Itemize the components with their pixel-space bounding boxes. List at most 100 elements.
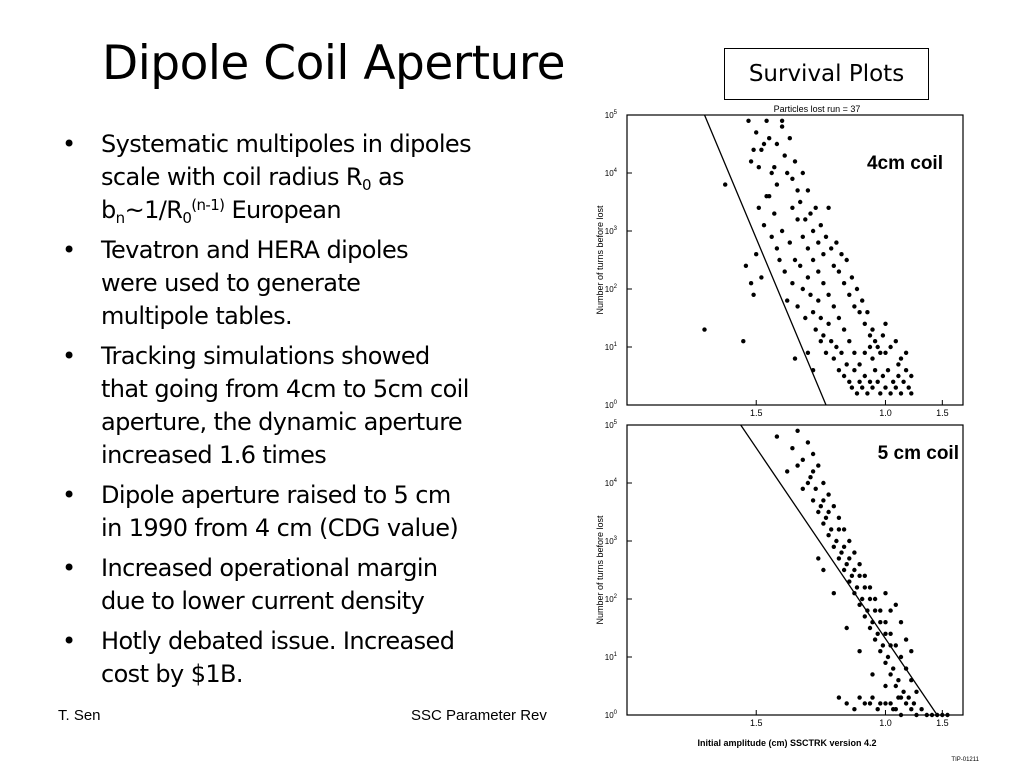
data-point (774, 141, 780, 147)
data-point (914, 689, 919, 694)
data-point (872, 608, 878, 613)
data-point (743, 263, 749, 268)
data-point (754, 252, 759, 257)
data-point (860, 298, 865, 303)
data-point (792, 356, 798, 361)
data-point (785, 469, 790, 474)
y-tick-label: 101 (605, 342, 618, 352)
data-point (782, 269, 787, 274)
data-point (805, 440, 811, 445)
data-point (852, 350, 857, 355)
data-point (893, 339, 898, 344)
data-point (854, 286, 860, 292)
data-point (844, 362, 849, 367)
data-point (847, 339, 852, 344)
data-point (883, 385, 888, 390)
data-point (803, 315, 808, 321)
x-tick-label: 1.5 (750, 718, 763, 728)
y-tick-label: 103 (605, 226, 618, 236)
data-point (898, 356, 904, 361)
bullet-text: that going from 4cm to 5cm coil (101, 375, 469, 403)
superscript: (n-1) (191, 196, 225, 214)
data-point (782, 153, 787, 158)
data-point (893, 385, 898, 390)
data-point (790, 446, 795, 451)
data-point (826, 292, 831, 297)
data-point (870, 385, 875, 390)
data-point (813, 205, 818, 210)
data-point (800, 234, 805, 239)
data-point (810, 310, 816, 315)
data-point (883, 631, 888, 636)
bullet-marker: • (62, 130, 76, 158)
data-point (870, 695, 875, 700)
data-point (816, 298, 821, 303)
data-point (821, 252, 826, 257)
data-point (880, 643, 886, 648)
data-point (847, 579, 852, 584)
data-point (795, 217, 800, 222)
data-point (857, 695, 862, 700)
data-point (898, 391, 904, 396)
data-point (831, 544, 836, 549)
bullet-marker: • (62, 481, 76, 509)
data-point (748, 281, 754, 286)
y-tick-label: 100 (605, 400, 618, 410)
data-point (839, 350, 844, 355)
bullet-text: cost by $1B. (101, 660, 244, 688)
data-point (849, 573, 855, 578)
x-tick-label: 1.5 (750, 408, 763, 418)
data-point (883, 350, 888, 355)
bullet-text: Increased operational margin (101, 554, 438, 582)
data-point (880, 333, 886, 338)
data-point (836, 515, 842, 520)
data-point (883, 620, 888, 625)
bullet-text: multipole tables. (101, 302, 293, 330)
data-point (872, 637, 878, 642)
data-point (945, 712, 950, 718)
data-point (834, 344, 839, 350)
data-point (847, 292, 852, 297)
data-point (826, 205, 831, 210)
data-point (818, 223, 823, 228)
figure-code: TIP-01211 (951, 757, 979, 762)
data-point (893, 602, 898, 607)
bullet-line: Systematic multipoles in dipoles (101, 128, 558, 161)
survival-plots-label: Survival Plots (724, 48, 929, 100)
bullet-text: b (101, 196, 116, 224)
data-point (769, 170, 774, 176)
data-point (790, 281, 795, 286)
data-point (741, 339, 746, 344)
data-point (761, 141, 767, 147)
data-point (821, 333, 826, 338)
data-point (769, 234, 774, 239)
data-point (883, 660, 888, 665)
data-point (883, 591, 888, 596)
data-point (860, 596, 865, 602)
data-point (790, 205, 795, 210)
plot-title: Particles lost run = 37 (774, 104, 861, 114)
data-point (785, 298, 790, 303)
data-point (816, 463, 821, 468)
data-point (787, 136, 792, 141)
data-point (909, 707, 914, 712)
data-point (929, 712, 935, 718)
data-point (798, 199, 803, 205)
data-point (756, 165, 761, 170)
data-point (852, 368, 857, 373)
data-point (883, 321, 888, 326)
data-point (810, 469, 816, 474)
data-point (751, 147, 756, 152)
data-point (841, 281, 847, 286)
data-point (888, 608, 893, 613)
data-point (764, 118, 769, 123)
bullet-line: were used to generate (101, 267, 558, 300)
data-point (875, 707, 880, 712)
data-point (901, 379, 906, 384)
data-point (872, 368, 878, 373)
data-point (790, 176, 795, 181)
data-point (841, 527, 847, 532)
data-point (795, 428, 800, 433)
bullet-line: scale with coil radius R0 as (101, 161, 558, 194)
data-point (891, 666, 896, 671)
